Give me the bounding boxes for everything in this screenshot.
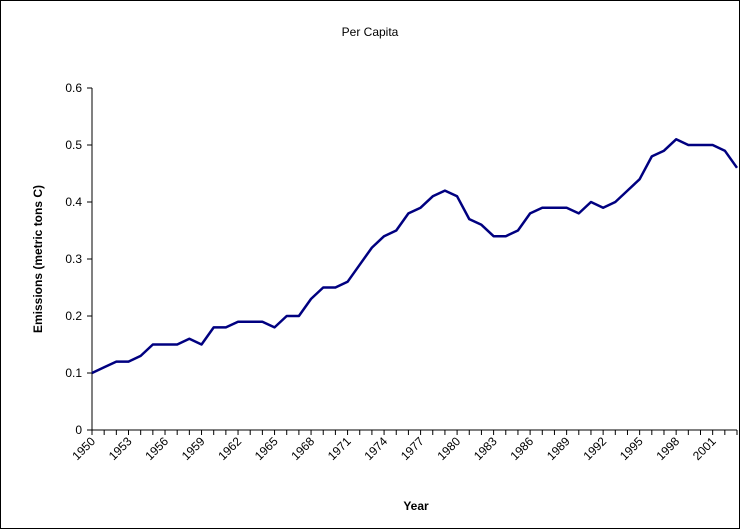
y-axis-label: Emissions (metric tons C) xyxy=(31,185,45,333)
y-tick-label: 0.6 xyxy=(65,81,82,95)
y-tick-label: 0.1 xyxy=(65,366,82,380)
chart-title: Per Capita xyxy=(342,25,399,39)
x-axis-label: Year xyxy=(403,499,429,513)
y-tick-label: 0.2 xyxy=(65,309,82,323)
y-tick-label: 0.5 xyxy=(65,138,82,152)
data-line xyxy=(91,138,739,375)
y-tick-label: 0.3 xyxy=(65,252,82,266)
y-tick-label: 0 xyxy=(75,423,82,437)
y-tick-label: 0.4 xyxy=(65,195,82,209)
